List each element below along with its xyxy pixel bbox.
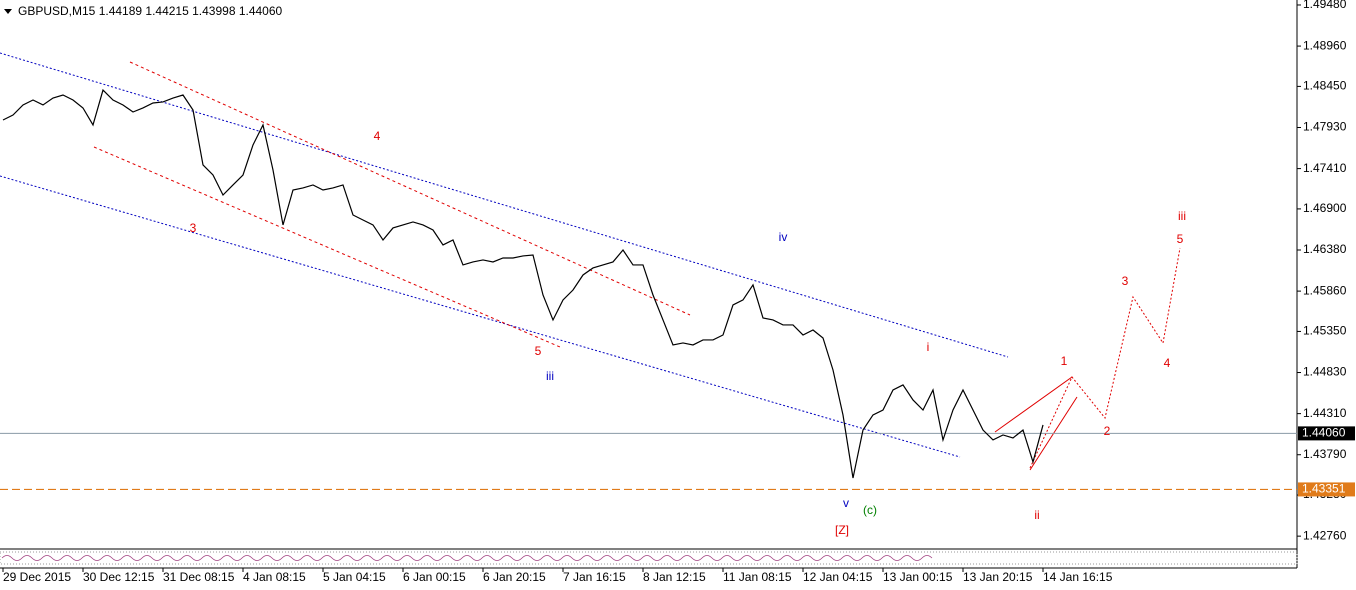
current-price-box [1298,426,1355,441]
x-tick-label: 12 Jan 04:15 [803,570,873,584]
wave-label: [Z] [835,523,849,537]
wave-label: v [843,496,849,510]
y-tick-label: 1.45350 [1303,324,1347,338]
y-tick-label: 1.44830 [1303,365,1347,379]
x-tick-label: 6 Jan 00:15 [403,570,466,584]
wave-label: i [927,340,930,354]
projection-path [1029,247,1181,469]
channel-line [0,175,961,458]
x-tick-label: 6 Jan 20:15 [483,570,546,584]
x-tick-label: 5 Jan 04:15 [323,570,386,584]
wave-label: 5 [1177,232,1184,246]
x-tick-label: 11 Jan 08:15 [723,570,792,584]
menu-arrow [4,9,12,14]
wave-label: (c) [863,503,877,517]
price-line [2,88,1044,479]
y-tick-label: 1.47410 [1303,161,1347,175]
chart-title: GBPUSD,M15 1.44189 1.44215 1.43998 1.440… [18,4,283,18]
channel-line [93,146,561,348]
x-tick-label: 29 Dec 2015 [3,570,71,584]
y-tick-label: 1.46900 [1303,201,1347,215]
channel-line [0,52,1009,358]
wave-label: 3 [1122,274,1129,288]
y-tick-label: 1.48960 [1303,38,1347,52]
indicator-panel [0,551,1298,565]
x-tick-label: 8 Jan 12:15 [643,570,706,584]
wedge-line [994,376,1073,433]
x-tick-label: 30 Dec 12:15 [83,570,155,584]
wave-label: ii [1034,508,1039,522]
current-price-label: 1.44060 [1302,426,1346,440]
y-tick-label: 1.48450 [1303,79,1347,93]
wave-label: 4 [1164,356,1171,370]
level-label: 1.43351 [1302,482,1346,496]
x-tick-label: 13 Jan 00:15 [883,570,953,584]
wave-label: 5 [535,344,542,358]
y-tick-label: 1.43790 [1303,447,1347,461]
y-tick-label: 1.44310 [1303,406,1347,420]
wave-label: iv [779,230,788,244]
x-tick-label: 13 Jan 20:15 [963,570,1033,584]
x-tick-label: 4 Jan 08:15 [243,570,306,584]
wave-label: iii [1178,209,1186,223]
y-tick-label: 1.46380 [1303,242,1347,256]
x-tick-label: 7 Jan 16:15 [563,570,626,584]
wave-label: 2 [1104,424,1111,438]
wave-label: 4 [374,129,381,143]
y-tick-label: 1.42760 [1303,528,1347,542]
level-box [1298,482,1355,497]
y-tick-label: 1.45860 [1303,283,1347,297]
wave-label: iii [546,369,554,383]
y-tick-label: 1.47930 [1303,120,1347,134]
x-tick-label: 31 Dec 08:15 [163,570,235,584]
wave-label: 3 [190,221,197,235]
y-tick-label: 1.49480 [1303,0,1347,11]
indicator-wave [1,555,933,561]
x-tick-label: 14 Jan 16:15 [1043,570,1113,584]
wave-label: 1 [1061,354,1068,368]
channel-line [129,61,691,316]
